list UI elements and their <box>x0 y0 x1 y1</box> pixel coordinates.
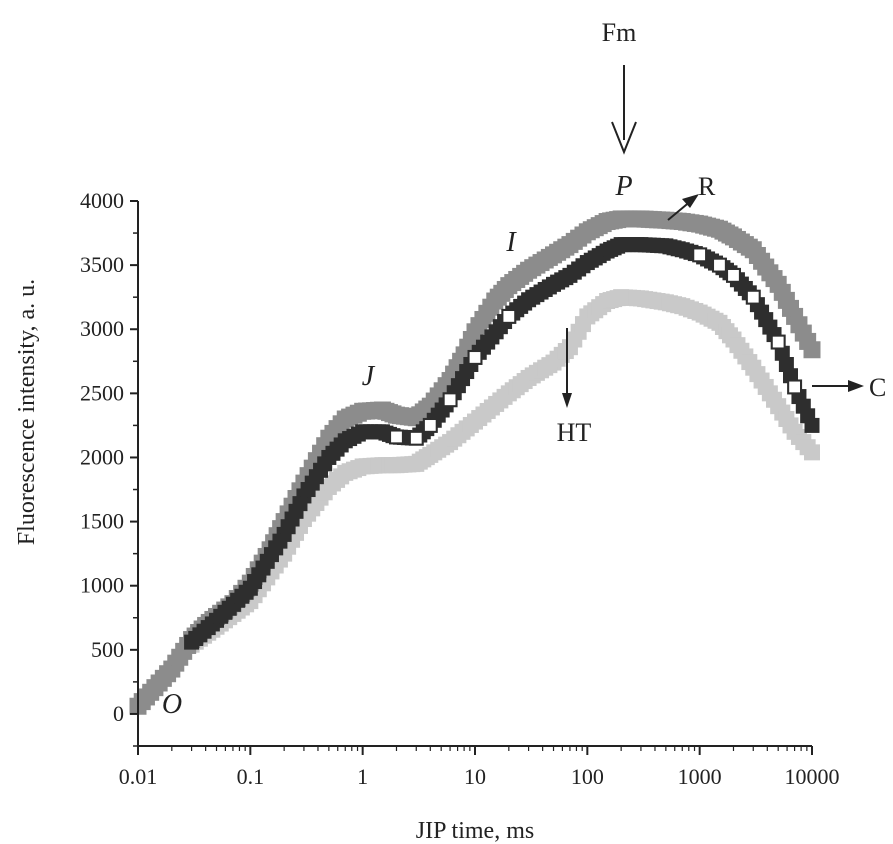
x-tick-label: 10000 <box>785 764 840 789</box>
data-point-hollow <box>502 309 516 324</box>
x-tick-label: 1000 <box>678 764 722 789</box>
series-c-hollow <box>389 248 802 445</box>
data-point-hollow <box>726 268 741 282</box>
data-point-hollow <box>787 380 802 394</box>
data-point <box>765 270 783 288</box>
y-tick-label: 3000 <box>80 316 124 341</box>
data-point <box>766 391 783 408</box>
data-point <box>462 330 480 348</box>
annotations: O J I P Fm R C HT <box>162 18 886 720</box>
y-tick-label: 500 <box>91 637 124 662</box>
y-tick-label: 2000 <box>80 444 124 469</box>
data-point-hollow <box>443 393 457 407</box>
data-point <box>800 408 816 424</box>
data-point-hollow <box>423 418 437 433</box>
y-tick-label: 1500 <box>80 509 124 534</box>
y-tick-label: 0 <box>113 701 124 726</box>
axes <box>137 201 812 747</box>
x-tick-label: 10 <box>464 764 486 789</box>
y-axis-label: Fluorescence intensity, a. u. <box>14 279 40 545</box>
fm-arrow-head <box>611 121 637 155</box>
c-arrow-head <box>848 380 864 392</box>
y-tick-label: 1000 <box>80 573 124 598</box>
ht-arrow-head <box>562 393 572 408</box>
data-point-hollow <box>712 258 727 272</box>
y-tick-label: 4000 <box>80 188 124 213</box>
x-tick-label: 0.01 <box>119 764 158 789</box>
data-point-hollow <box>389 430 404 444</box>
series-c <box>184 237 820 650</box>
x-tick-label: 0.1 <box>237 764 265 789</box>
data-point-hollow <box>693 248 707 262</box>
label-ht: HT <box>557 418 592 447</box>
label-fm: Fm <box>602 18 637 47</box>
series-ht <box>183 289 820 653</box>
y-tick-label: 2500 <box>80 380 124 405</box>
data-point-hollow <box>746 290 760 304</box>
label-j: J <box>362 361 376 392</box>
data-point <box>782 368 798 384</box>
x-tick-label: 1 <box>357 764 368 789</box>
data-point <box>292 496 308 512</box>
label-o: O <box>162 689 182 720</box>
data-point-hollow <box>409 431 423 445</box>
x-axis-label: JIP time, ms <box>416 818 534 844</box>
series-r <box>129 210 821 715</box>
label-r: R <box>698 172 716 201</box>
data-point <box>799 439 816 456</box>
label-p: P <box>614 171 632 202</box>
label-i: I <box>505 227 517 258</box>
data-point <box>799 332 817 350</box>
data-point <box>272 533 288 549</box>
x-tick-label: 100 <box>571 764 604 789</box>
data-point-hollow <box>468 350 482 365</box>
data-point <box>741 354 758 371</box>
ticks-layer: 0 500 1000 1500 2000 2500 3000 3500 4000 0.01 0.1 1… <box>80 188 840 789</box>
label-c: C <box>869 373 886 402</box>
data-point <box>781 299 799 317</box>
r-arrow-head <box>682 194 699 208</box>
series-layer <box>129 210 821 715</box>
y-tick-label: 3500 <box>80 252 124 277</box>
data-point-hollow <box>771 335 785 349</box>
